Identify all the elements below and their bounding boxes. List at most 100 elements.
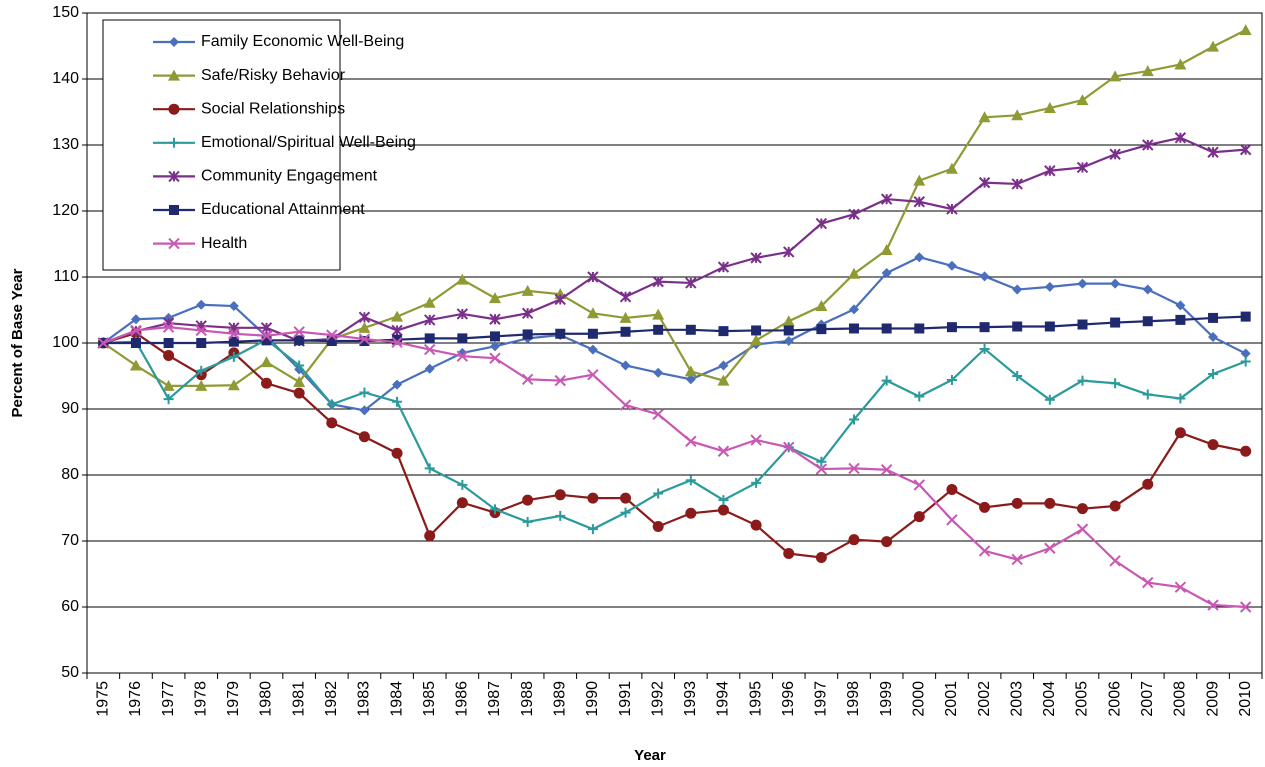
- marker: [881, 268, 892, 279]
- marker: [260, 330, 273, 342]
- marker: [1011, 109, 1024, 121]
- marker: [881, 375, 892, 386]
- x-tick-label: 1982: [323, 681, 340, 717]
- marker: [750, 334, 763, 346]
- marker: [358, 321, 371, 333]
- x-tick-label: 1985: [421, 681, 438, 717]
- marker: [1239, 601, 1252, 613]
- marker: [358, 311, 371, 323]
- marker: [1142, 316, 1153, 327]
- marker: [620, 326, 631, 337]
- marker: [196, 299, 207, 310]
- marker: [1142, 389, 1153, 400]
- marker: [489, 341, 500, 352]
- marker: [751, 325, 762, 336]
- marker: [293, 387, 305, 399]
- marker: [1044, 394, 1055, 405]
- marker: [946, 260, 957, 271]
- marker: [293, 326, 305, 338]
- marker: [685, 435, 697, 448]
- marker: [914, 323, 925, 334]
- marker: [424, 343, 436, 356]
- marker: [1110, 278, 1121, 289]
- marker: [881, 536, 893, 548]
- marker: [1077, 278, 1088, 289]
- marker: [1011, 178, 1023, 190]
- marker: [914, 252, 925, 263]
- marker: [522, 494, 534, 506]
- marker: [326, 417, 338, 429]
- marker: [163, 394, 174, 405]
- marker: [1208, 369, 1219, 380]
- marker: [913, 511, 925, 523]
- marker: [849, 414, 860, 425]
- marker: [424, 314, 436, 326]
- y-tick-label: 50: [61, 664, 79, 681]
- marker: [913, 196, 925, 208]
- marker: [1174, 132, 1187, 144]
- marker: [620, 492, 632, 504]
- marker: [456, 308, 469, 320]
- marker: [293, 375, 306, 387]
- marker: [1012, 371, 1023, 381]
- marker: [1240, 445, 1252, 457]
- marker: [554, 489, 566, 501]
- x-tick-label: 1975: [95, 681, 112, 717]
- x-tick-label: 2009: [1204, 681, 1221, 717]
- x-tick-label: 2005: [1074, 681, 1091, 717]
- marker: [1044, 321, 1055, 332]
- marker: [587, 492, 599, 504]
- marker: [1110, 317, 1121, 328]
- y-tick-label: 60: [61, 598, 79, 615]
- marker: [750, 434, 762, 446]
- marker: [717, 374, 730, 386]
- line: [102, 136, 1246, 345]
- marker: [653, 324, 664, 335]
- legend: Family Economic Well-Being Safe/Risky Beh…: [102, 19, 416, 271]
- marker: [750, 252, 762, 264]
- marker: [358, 431, 370, 443]
- marker: [913, 479, 925, 491]
- marker: [1076, 523, 1089, 535]
- line: [103, 315, 1246, 345]
- marker: [457, 333, 468, 344]
- marker: [1044, 165, 1056, 177]
- marker: [392, 396, 403, 407]
- marker: [978, 176, 991, 189]
- marker: [1207, 599, 1219, 611]
- marker: [587, 524, 598, 535]
- marker: [228, 351, 239, 362]
- marker: [619, 291, 632, 303]
- marker: [783, 548, 795, 560]
- legend-box: [102, 19, 341, 271]
- marker: [1208, 312, 1219, 323]
- marker: [196, 365, 207, 376]
- marker: [815, 217, 828, 230]
- marker: [521, 307, 534, 320]
- marker: [195, 379, 208, 391]
- x-tick-label: 1986: [454, 681, 471, 717]
- marker: [1207, 439, 1219, 451]
- legend-label: Social Relationships: [201, 100, 345, 117]
- marker: [130, 324, 142, 337]
- x-tick-label: 1990: [584, 681, 601, 717]
- x-tick-label: 1996: [780, 681, 797, 717]
- marker: [1076, 503, 1088, 515]
- marker: [359, 387, 370, 398]
- y-tick-label: 120: [52, 202, 79, 219]
- marker: [1043, 102, 1056, 114]
- marker: [169, 205, 179, 215]
- marker: [129, 359, 142, 371]
- marker: [685, 277, 697, 289]
- marker: [946, 322, 957, 333]
- marker: [979, 322, 990, 333]
- x-tick-label: 2004: [1041, 681, 1058, 717]
- marker: [162, 379, 175, 391]
- marker: [162, 321, 175, 333]
- marker: [684, 365, 697, 377]
- y-tick-label: 100: [52, 334, 79, 351]
- x-tick-label: 2010: [1237, 681, 1254, 717]
- marker: [521, 284, 534, 296]
- x-tick-label: 1993: [682, 681, 699, 717]
